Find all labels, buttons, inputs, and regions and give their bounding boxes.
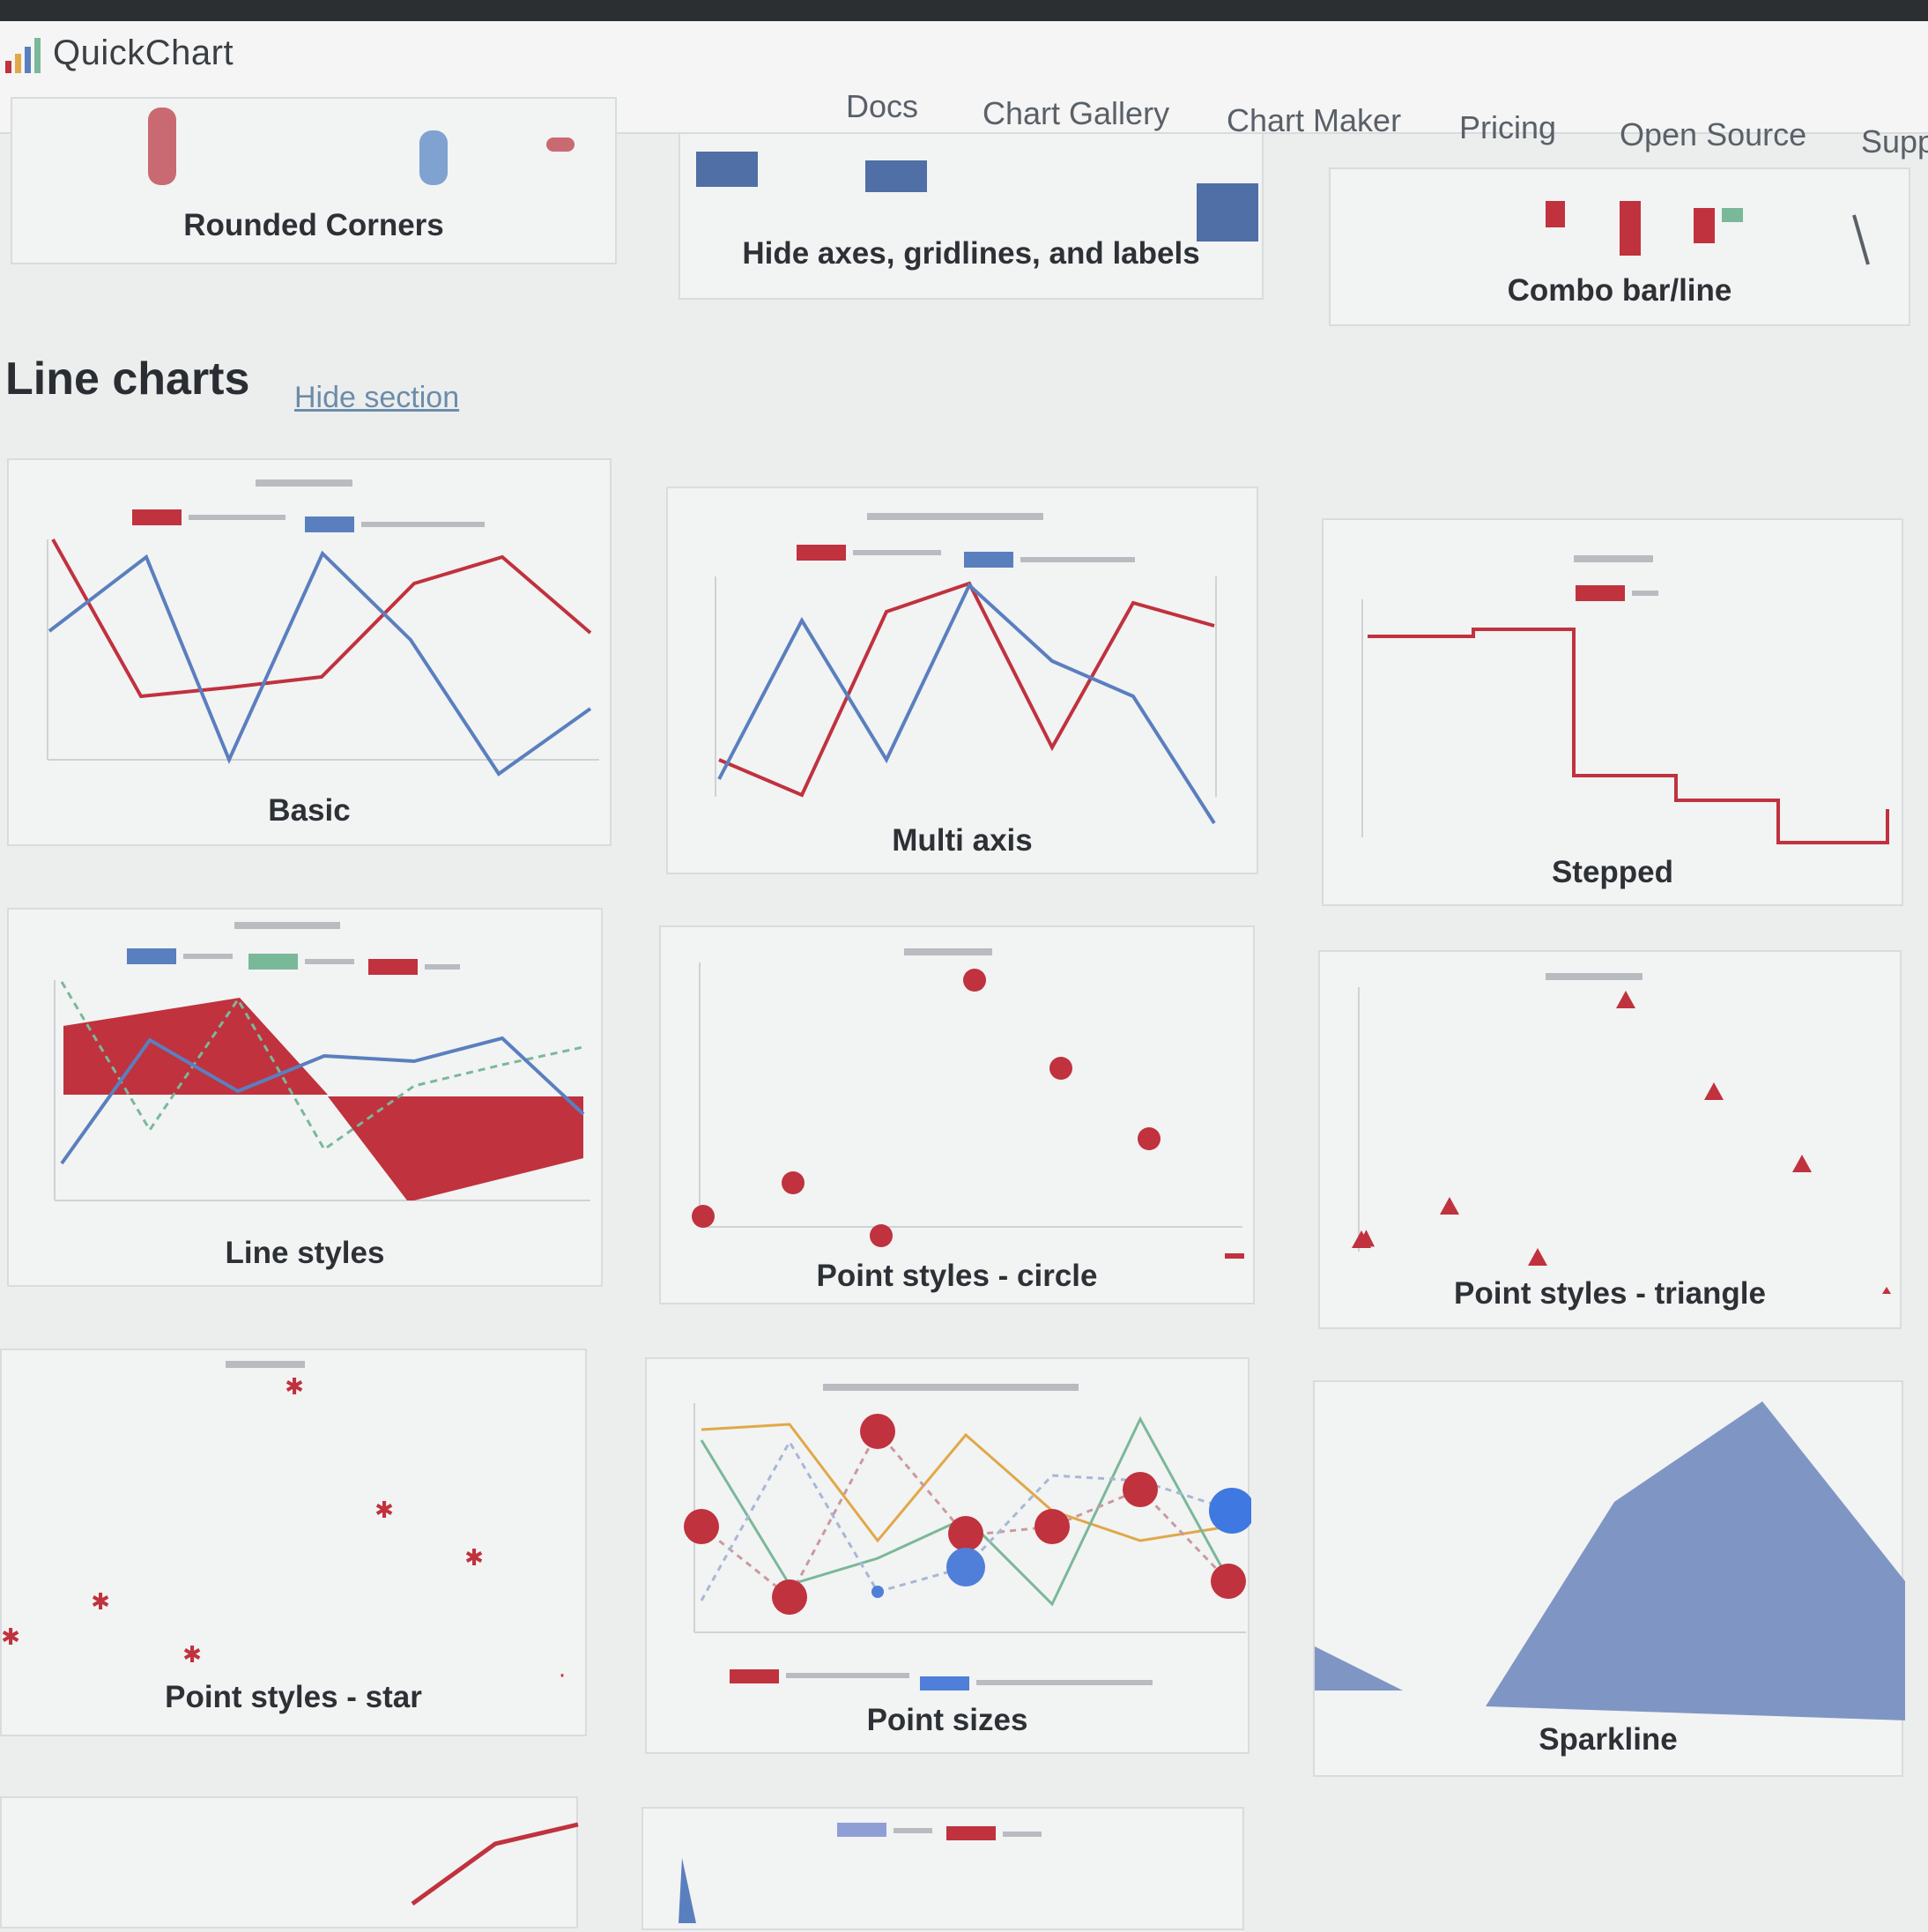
card-title: Multi axis <box>892 823 1033 858</box>
chart-card-point-star[interactable]: ✱ ✱ ✱ ✱ ✱ ✱ · Point styles - star <box>0 1349 587 1736</box>
partial-line-chart-thumbnail <box>411 1822 579 1906</box>
nav-chart-gallery[interactable]: Chart Gallery <box>983 95 1170 131</box>
card-title: Basic <box>268 793 351 828</box>
partial-area-chart-thumbnail <box>679 1823 1042 1923</box>
point-star-chart-thumbnail: ✱ ✱ ✱ ✱ ✱ ✱ · <box>2 1361 566 1690</box>
card-title: Sparkline <box>1539 1722 1678 1757</box>
chart-card-rounded-corners[interactable]: Rounded Corners <box>11 97 617 264</box>
svg-text:✱: ✱ <box>2 1624 20 1651</box>
combo-bar-line-thumbnail <box>1546 201 1870 265</box>
chart-card-stepped[interactable]: Stepped <box>1322 518 1903 906</box>
rounded-corners-thumbnail <box>148 108 575 185</box>
point-triangle-chart-thumbnail <box>1352 973 1891 1294</box>
svg-text:✱: ✱ <box>464 1545 484 1572</box>
card-title: Stepped <box>1551 855 1674 889</box>
sparkline-chart-thumbnail <box>1315 1401 1905 1720</box>
card-title: Point styles - circle <box>816 1259 1098 1293</box>
card-title: Hide axes, gridlines, and labels <box>742 236 1200 271</box>
svg-text:✱: ✱ <box>91 1589 110 1616</box>
section-title: Line charts <box>5 353 250 405</box>
card-title: Point styles - star <box>165 1680 422 1714</box>
bar-chart-icon <box>5 36 41 73</box>
nav-support[interactable]: Supp <box>1861 123 1928 160</box>
svg-text:✱: ✱ <box>374 1497 394 1524</box>
svg-text:·: · <box>559 1663 566 1690</box>
chart-card-point-sizes[interactable]: Point sizes <box>645 1357 1251 1754</box>
chart-card-basic[interactable]: Basic <box>7 458 612 846</box>
card-title: Point sizes <box>866 1703 1028 1737</box>
chart-card-multi-axis[interactable]: Multi axis <box>666 487 1258 874</box>
svg-text:✱: ✱ <box>182 1642 202 1668</box>
hide-section-link[interactable]: Hide section <box>294 381 460 414</box>
chart-card-point-triangle[interactable]: Point styles - triangle <box>1318 950 1902 1329</box>
card-title: Rounded Corners <box>183 208 444 242</box>
point-sizes-chart-thumbnail <box>684 1384 1251 1690</box>
svg-text:✱: ✱ <box>285 1374 304 1401</box>
nav-open-source[interactable]: Open Source <box>1620 116 1807 152</box>
hide-axes-thumbnail <box>696 152 1258 242</box>
chart-card-partial-left[interactable] <box>0 1796 579 1928</box>
point-circle-chart-thumbnail <box>692 948 1244 1259</box>
line-styles-chart-thumbnail <box>54 922 590 1201</box>
chart-card-line-styles[interactable]: Line styles <box>7 908 603 1287</box>
chart-card-partial-middle[interactable] <box>641 1807 1244 1930</box>
card-title: Point styles - triangle <box>1454 1276 1766 1311</box>
nav-docs[interactable]: Docs <box>846 88 919 124</box>
chart-card-hide-axes[interactable]: Hide axes, gridlines, and labels <box>679 132 1264 300</box>
brand-name: QuickChart <box>53 33 234 72</box>
chart-card-point-circle[interactable]: Point styles - circle <box>659 925 1255 1304</box>
window-top-edge <box>0 0 1928 21</box>
brand-logo[interactable]: QuickChart <box>5 33 234 73</box>
card-title: Line styles <box>225 1236 385 1270</box>
chart-card-sparkline[interactable]: Sparkline <box>1313 1380 1905 1777</box>
nav-pricing[interactable]: Pricing <box>1459 109 1557 145</box>
multi-axis-line-chart-thumbnail <box>715 513 1217 825</box>
stepped-line-chart-thumbnail <box>1361 555 1889 844</box>
chart-card-combo-bar-line[interactable]: Combo bar/line <box>1329 167 1910 326</box>
card-title: Combo bar/line <box>1507 273 1732 308</box>
basic-line-chart-thumbnail <box>47 479 599 777</box>
